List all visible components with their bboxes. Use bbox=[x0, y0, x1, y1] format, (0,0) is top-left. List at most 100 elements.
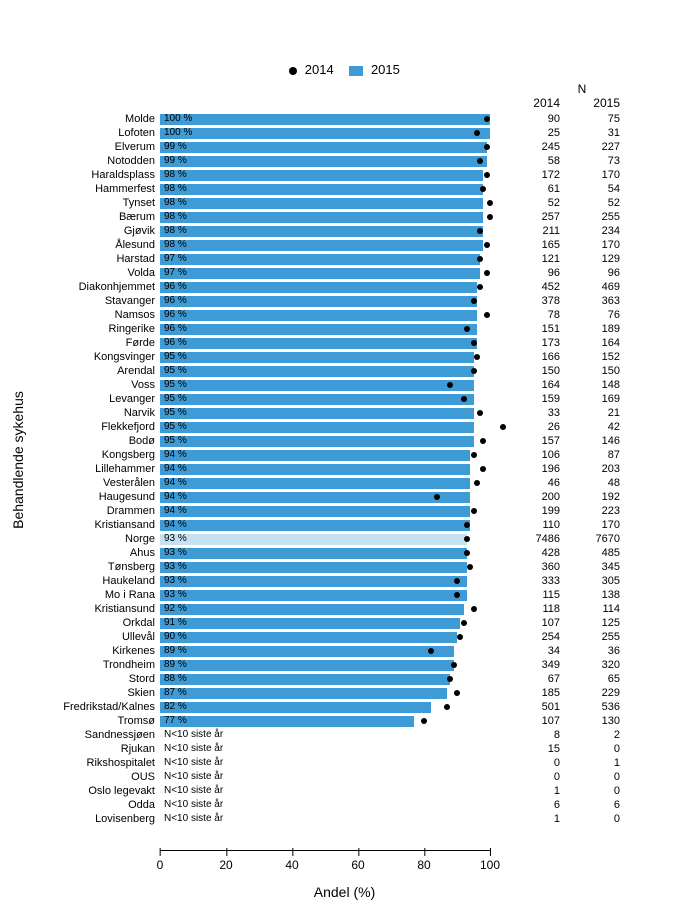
n-2015: 48 bbox=[570, 476, 620, 490]
n-2015: 31 bbox=[570, 126, 620, 140]
pct-label: 92 % bbox=[164, 602, 187, 616]
pct-label: 98 % bbox=[164, 224, 187, 238]
x-axis-line bbox=[160, 850, 490, 851]
category-label: Vesterålen bbox=[5, 476, 155, 490]
n-2014: 257 bbox=[510, 210, 560, 224]
category-label: Voss bbox=[5, 378, 155, 392]
bar-2015 bbox=[160, 268, 480, 279]
bar-2015 bbox=[160, 380, 474, 391]
bar-2015 bbox=[160, 254, 480, 265]
pct-label: 95 % bbox=[164, 420, 187, 434]
n-2015: 164 bbox=[570, 336, 620, 350]
row-plot: 99 % bbox=[160, 154, 490, 168]
row-plot: 97 % bbox=[160, 252, 490, 266]
pct-label: 77 % bbox=[164, 714, 187, 728]
n-2014: 172 bbox=[510, 168, 560, 182]
n-2014: 360 bbox=[510, 560, 560, 574]
row-plot: 98 % bbox=[160, 210, 490, 224]
data-row: Voss95 %164148 bbox=[160, 378, 675, 392]
category-label: Drammen bbox=[5, 504, 155, 518]
category-label: Ålesund bbox=[5, 238, 155, 252]
row-plot: N<10 siste år bbox=[160, 770, 490, 784]
category-label: Orkdal bbox=[5, 616, 155, 630]
row-plot: 98 % bbox=[160, 238, 490, 252]
marker-2014 bbox=[487, 214, 493, 220]
x-axis-label: Andel (%) bbox=[0, 884, 689, 900]
n-2014: 118 bbox=[510, 602, 560, 616]
bar-2015 bbox=[160, 688, 447, 699]
data-row: Kirkenes89 %3436 bbox=[160, 644, 675, 658]
bar-2015 bbox=[160, 562, 467, 573]
row-plot: 93 % bbox=[160, 574, 490, 588]
bar-2015 bbox=[160, 226, 483, 237]
n-2015: 227 bbox=[570, 140, 620, 154]
bar-2015 bbox=[160, 618, 460, 629]
pct-label: 98 % bbox=[164, 196, 187, 210]
row-plot: 94 % bbox=[160, 462, 490, 476]
category-label: Odda bbox=[5, 798, 155, 812]
category-label: Tønsberg bbox=[5, 560, 155, 574]
data-row: Vesterålen94 %4648 bbox=[160, 476, 675, 490]
bar-2015 bbox=[160, 324, 477, 335]
category-label: Skien bbox=[5, 686, 155, 700]
n-2014: 78 bbox=[510, 308, 560, 322]
category-label: Bærum bbox=[5, 210, 155, 224]
pct-label: 100 % bbox=[164, 112, 192, 126]
x-tick: 40 bbox=[285, 858, 298, 872]
n-2015: 305 bbox=[570, 574, 620, 588]
pct-label: 98 % bbox=[164, 182, 187, 196]
n-2015: 1 bbox=[570, 756, 620, 770]
pct-label: 94 % bbox=[164, 476, 187, 490]
row-plot: 97 % bbox=[160, 266, 490, 280]
n-2014: 106 bbox=[510, 448, 560, 462]
legend-label-2014: 2014 bbox=[305, 62, 334, 77]
bar-2015 bbox=[160, 128, 490, 139]
n-2015: 255 bbox=[570, 210, 620, 224]
bar-2015 bbox=[160, 464, 470, 475]
n-2015: 485 bbox=[570, 546, 620, 560]
na-label: N<10 siste år bbox=[164, 784, 223, 798]
category-label: Kongsvinger bbox=[5, 350, 155, 364]
n-2014: 211 bbox=[510, 224, 560, 238]
n-2015: 152 bbox=[570, 350, 620, 364]
bar-2015 bbox=[160, 450, 470, 461]
n-2015: 320 bbox=[570, 658, 620, 672]
marker-2014 bbox=[464, 522, 470, 528]
bar-2015 bbox=[160, 408, 474, 419]
row-plot: 94 % bbox=[160, 490, 490, 504]
marker-2014 bbox=[474, 354, 480, 360]
category-label: Gjøvik bbox=[5, 224, 155, 238]
n-2015: 536 bbox=[570, 700, 620, 714]
category-label: Haukeland bbox=[5, 574, 155, 588]
n-2014: 166 bbox=[510, 350, 560, 364]
marker-2014 bbox=[480, 438, 486, 444]
n-2015: 2 bbox=[570, 728, 620, 742]
n-2014: 107 bbox=[510, 616, 560, 630]
marker-2014 bbox=[477, 158, 483, 164]
n-2015: 345 bbox=[570, 560, 620, 574]
n-2015: 0 bbox=[570, 784, 620, 798]
category-label: Bodø bbox=[5, 434, 155, 448]
bar-2015 bbox=[160, 646, 454, 657]
n-2015: 138 bbox=[570, 588, 620, 602]
marker-2014 bbox=[457, 634, 463, 640]
row-plot: 98 % bbox=[160, 182, 490, 196]
n-2014: 245 bbox=[510, 140, 560, 154]
pct-label: 96 % bbox=[164, 280, 187, 294]
category-label: Stord bbox=[5, 672, 155, 686]
chart-container: 2014 2015 Behandlende sykehus N 2014 201… bbox=[0, 0, 689, 918]
marker-2014 bbox=[464, 550, 470, 556]
pct-label: 96 % bbox=[164, 336, 187, 350]
row-plot: 95 % bbox=[160, 434, 490, 448]
n-2014: 501 bbox=[510, 700, 560, 714]
row-plot: 99 % bbox=[160, 140, 490, 154]
pct-label: 95 % bbox=[164, 364, 187, 378]
marker-2014 bbox=[484, 172, 490, 178]
pct-label: 91 % bbox=[164, 616, 187, 630]
marker-2014 bbox=[421, 718, 427, 724]
pct-label: 98 % bbox=[164, 168, 187, 182]
category-label: Stavanger bbox=[5, 294, 155, 308]
bar-2015 bbox=[160, 548, 467, 559]
n-2015: 234 bbox=[570, 224, 620, 238]
row-plot: N<10 siste år bbox=[160, 742, 490, 756]
